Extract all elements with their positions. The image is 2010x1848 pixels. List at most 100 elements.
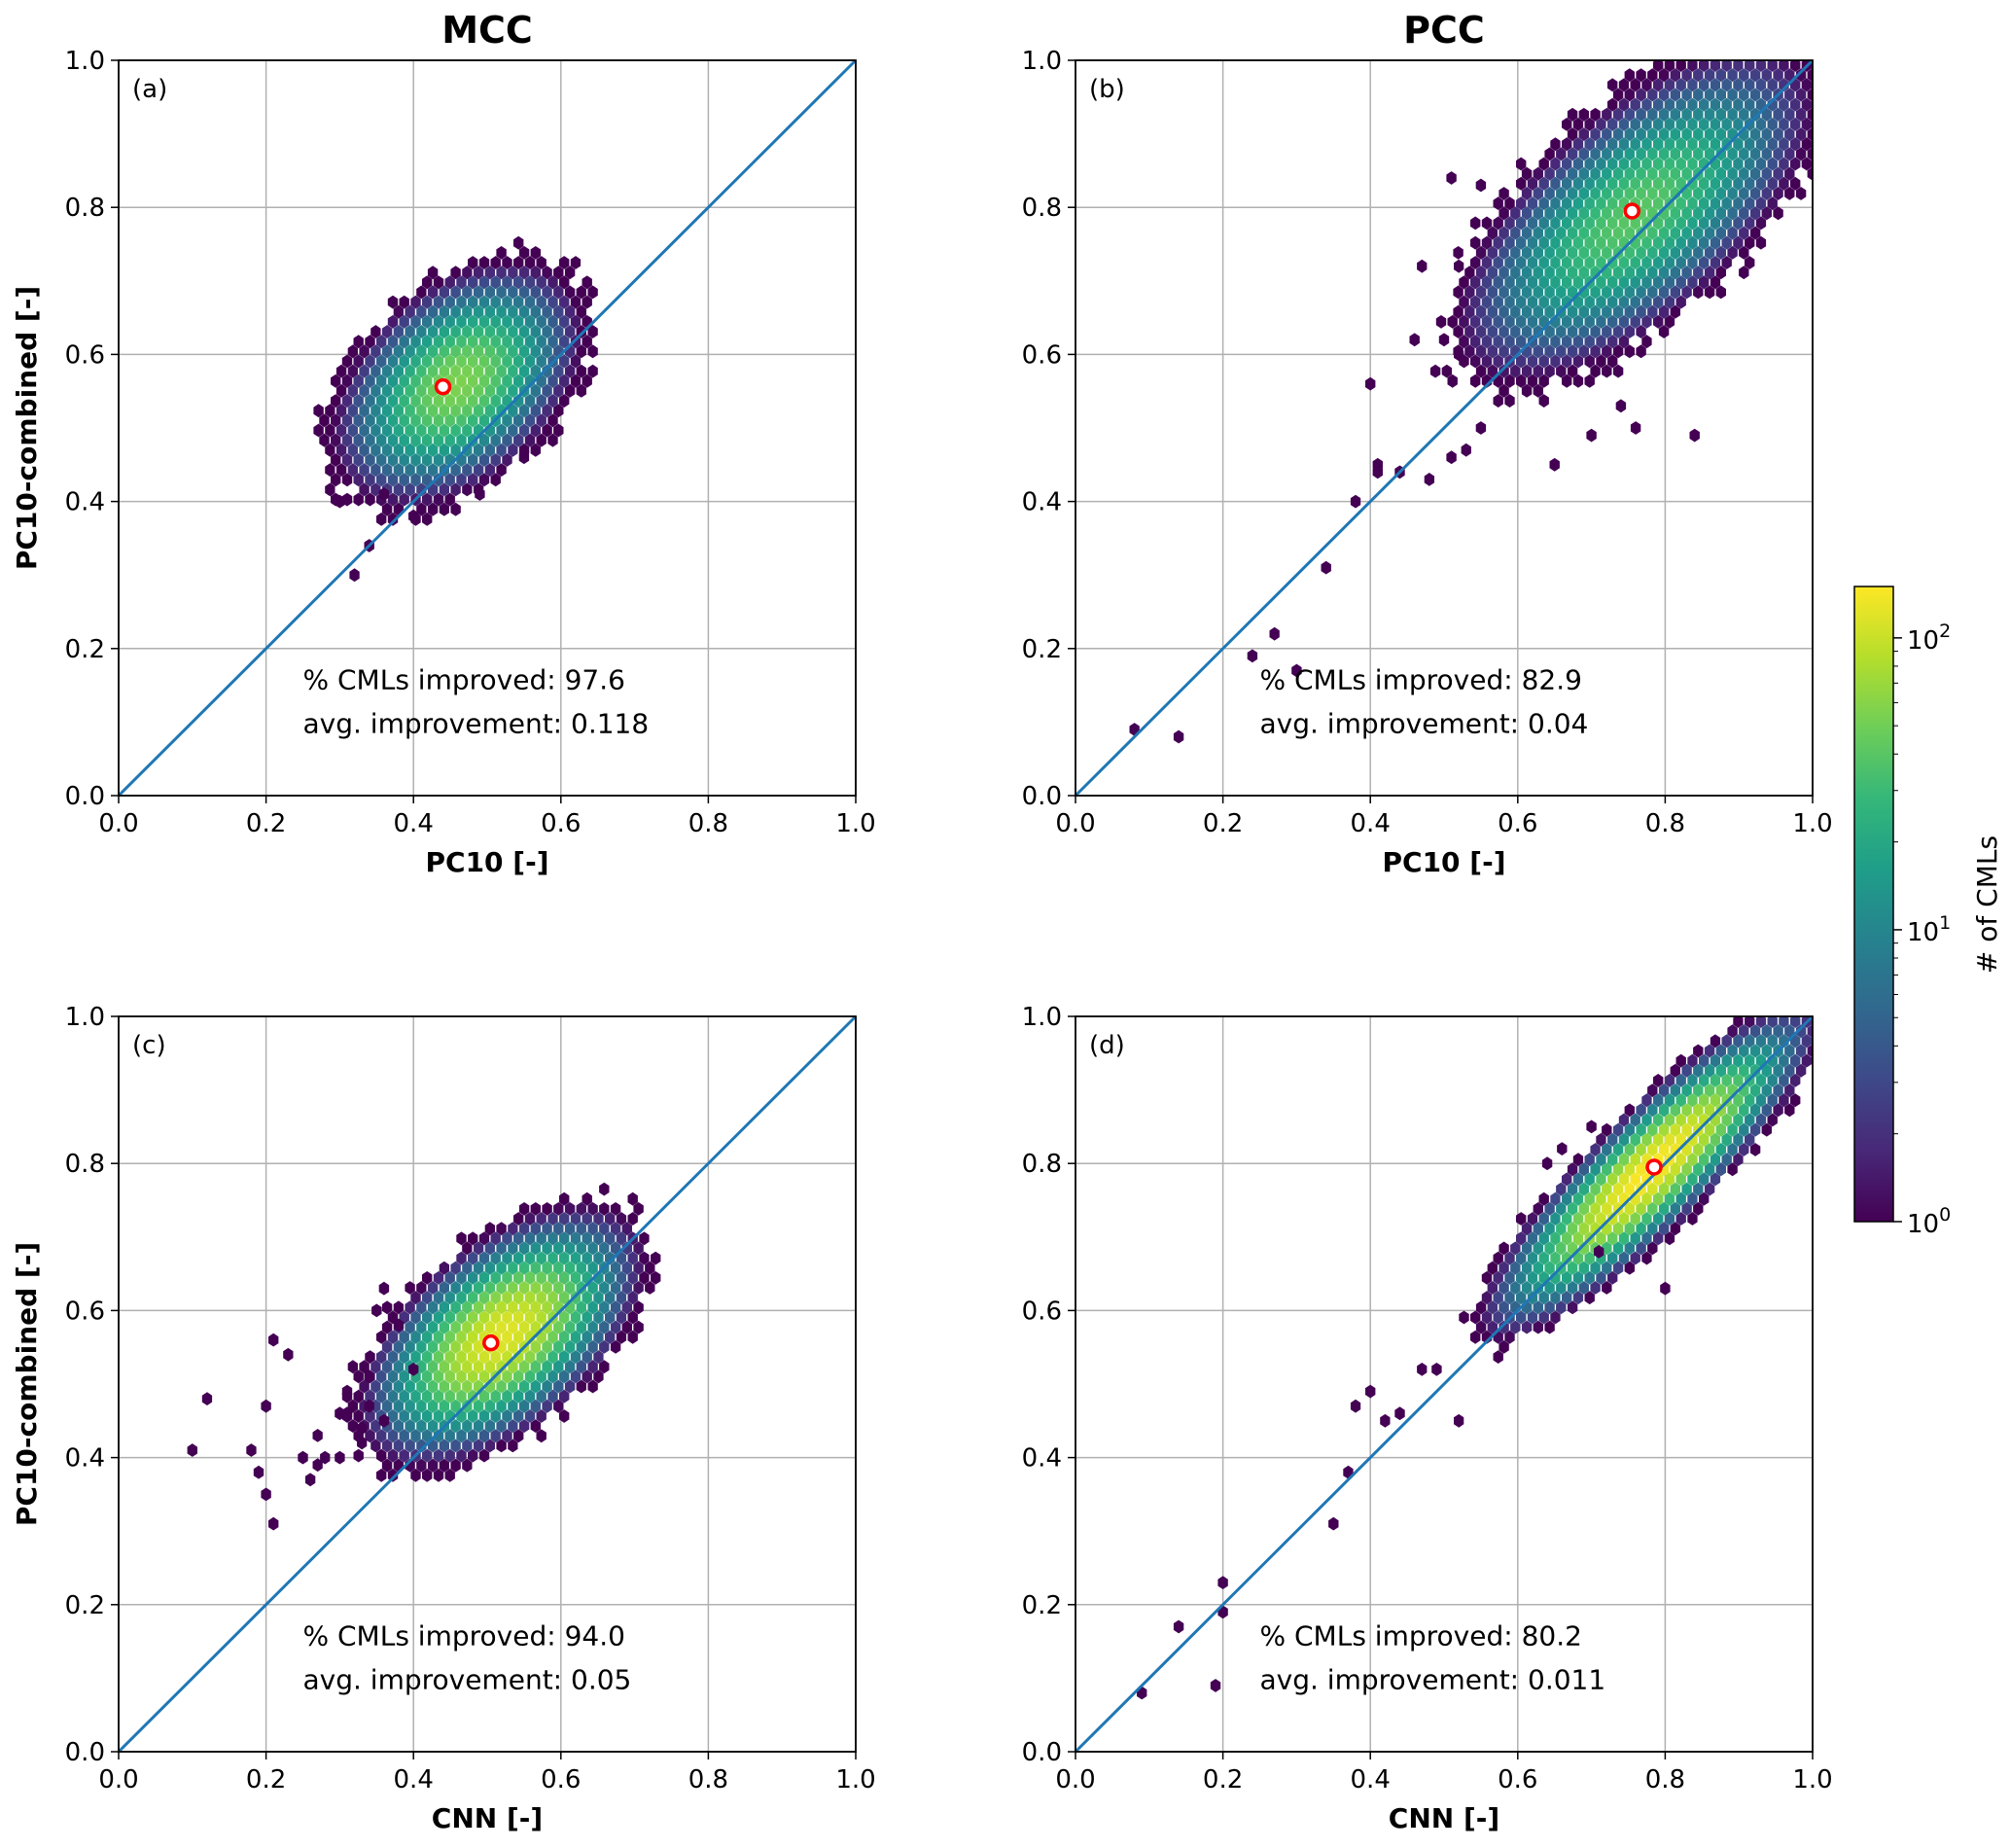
hexbin-cell	[1653, 256, 1664, 269]
hexbin-cell	[1578, 304, 1589, 319]
hexbin-cell	[1475, 266, 1487, 280]
hexbin-cell	[1687, 118, 1698, 131]
hexbin-cell	[633, 1202, 644, 1216]
hexbin-cell	[462, 423, 473, 438]
hexbin-cell	[1596, 196, 1606, 210]
hexbin-cell	[1578, 266, 1589, 280]
hexbin-cell	[621, 1241, 632, 1256]
hexbin-cell	[1562, 1271, 1572, 1285]
hexbin-cell	[1739, 1044, 1749, 1058]
hexbin-cell	[1801, 118, 1813, 131]
hexbin-cell	[1658, 147, 1670, 161]
hexbin-cell	[1453, 304, 1463, 319]
hexbin-cell	[353, 453, 364, 467]
hexbin-cell	[433, 315, 444, 329]
hexbin-cell	[1647, 285, 1658, 300]
hexbin-cell	[1567, 166, 1578, 181]
hexbin-cell	[462, 1360, 473, 1374]
hexbin-cell	[1618, 295, 1630, 309]
hexbin-cell	[444, 1389, 455, 1404]
hexbin-cell	[1784, 1084, 1795, 1097]
hexbin-cell	[427, 423, 439, 438]
hexbin-cell	[1572, 137, 1584, 152]
hexbin-cell	[422, 335, 433, 349]
hexbin-cell	[1767, 1113, 1778, 1127]
colorbar-tick-exponent: 2	[1939, 621, 1951, 642]
hexbin-cell	[1641, 235, 1652, 250]
hexbin-cell	[468, 354, 478, 369]
hexbin-cell	[1516, 275, 1527, 290]
hexbin-cell	[627, 1191, 638, 1206]
hexbin-cell	[593, 1310, 604, 1325]
hexbin-cell	[524, 1350, 536, 1364]
hexbin-cell	[559, 1271, 570, 1285]
hexbin-cell	[416, 502, 427, 516]
x-tick-label: 0.6	[1498, 1765, 1537, 1795]
hexbin-cell	[1761, 1103, 1772, 1118]
hexbin-cell	[1618, 1231, 1630, 1246]
y-tick-label: 0.4	[65, 488, 105, 517]
hexbin-cell	[576, 1320, 586, 1334]
hexbin-cell	[462, 1320, 473, 1334]
hexbin-cell	[1795, 147, 1807, 161]
hexbin-cell	[582, 335, 592, 349]
hexbin-cell	[1704, 1122, 1715, 1137]
hexbin-cell	[1607, 1271, 1618, 1285]
hexbin-cell	[1715, 187, 1726, 200]
hexbin-cell	[376, 394, 387, 408]
hexbin-cell	[1510, 364, 1521, 378]
hexbin-cell	[1584, 1191, 1595, 1206]
hexbin-cell	[1350, 1399, 1361, 1413]
hexbin-cell	[1586, 1119, 1597, 1134]
hexbin-cell	[1704, 285, 1715, 300]
hexbin-cell	[502, 453, 512, 467]
hexbin-cell	[1636, 1162, 1646, 1177]
hexbin-cell	[422, 1350, 433, 1364]
hexbin-cell	[1459, 275, 1469, 290]
hexbin-cell	[599, 1300, 610, 1315]
hexbin-cell	[1602, 166, 1612, 181]
hexbin-cell	[1767, 60, 1778, 72]
hexbin-cell	[1578, 166, 1589, 181]
hexbin-cell	[1636, 107, 1646, 122]
hexbin-cell	[422, 453, 433, 467]
hexbin-cell	[1521, 266, 1533, 280]
hexbin-cell	[468, 335, 478, 349]
hexbin-cell	[1733, 157, 1744, 171]
hexbin-cell	[1499, 206, 1509, 221]
hexbin-cell	[518, 266, 530, 280]
hexbin-cell	[1664, 256, 1675, 269]
hexbin-cell	[542, 304, 552, 319]
hexbin-cell	[1739, 88, 1749, 102]
hexbin-cell	[1504, 216, 1515, 231]
hexbin-cell	[553, 1241, 564, 1256]
hexbin-cell	[508, 1340, 518, 1354]
hexbin-cell	[450, 1399, 461, 1413]
one-to-one-line	[1074, 1014, 1815, 1754]
hexbin-cell	[547, 413, 558, 428]
hexbin-cell	[1761, 88, 1772, 102]
hexbin-cell	[1795, 88, 1807, 102]
hexbin-cell	[1612, 226, 1624, 240]
hexbin-cell	[1749, 1122, 1761, 1137]
x-tick-label: 1.0	[1792, 1765, 1832, 1795]
hexbin-cell	[1454, 259, 1464, 273]
hexbin-cell	[1612, 206, 1624, 221]
hexbin-cell	[547, 433, 558, 447]
hexbin-cell	[587, 1379, 598, 1394]
hexbin-cell	[616, 1251, 627, 1265]
hexbin-cell	[1612, 1241, 1624, 1256]
hexbin-cell	[490, 275, 501, 290]
hexbin-cell	[393, 1439, 404, 1453]
hexbin-cell	[422, 413, 433, 428]
hexbin-cell	[1470, 373, 1481, 388]
hexbin-cell	[1745, 1113, 1755, 1127]
hexbin-cell	[1755, 1093, 1767, 1108]
hexbin-cell	[553, 1261, 564, 1275]
hexbin-cell	[422, 492, 433, 507]
hexbin-cell	[1481, 216, 1493, 231]
hexbin-cell	[1562, 157, 1572, 171]
hexbin-cell	[502, 275, 512, 290]
hexbin-cell	[1572, 196, 1584, 210]
hexbin-cell	[1693, 206, 1704, 221]
